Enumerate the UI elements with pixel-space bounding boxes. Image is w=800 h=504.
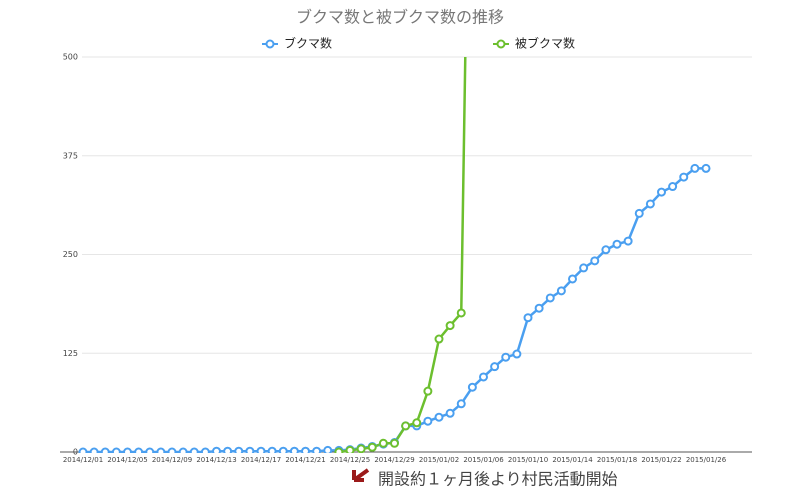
data-point [668,182,678,192]
data-point [301,446,310,453]
x-tick-label: 2014/12/09 [152,456,192,464]
data-point [501,352,511,362]
x-tick-label: 2015/01/22 [641,456,681,464]
data-point [445,408,455,418]
series-line [83,167,706,453]
data-point [590,256,600,266]
annotation: 開設約１ヶ月後より村民活動開始 [378,470,618,489]
data-point [111,447,121,453]
data-point [100,447,110,453]
data-point [390,438,399,448]
data-point [356,444,366,453]
data-point [423,416,433,426]
data-point [401,421,411,431]
x-tick-label: 2015/01/06 [463,456,504,464]
x-tick-label: 2014/12/21 [285,456,325,464]
x-tick-label: 2014/12/25 [330,456,370,464]
x-tick-label: 2014/12/13 [196,456,236,464]
data-point [245,446,255,453]
data-point [479,372,488,382]
x-tick-label: 2015/01/14 [552,456,593,464]
data-point [145,447,155,453]
data-point [289,446,299,453]
data-point [579,263,589,273]
annotation-arrow [352,468,370,482]
legend-marker [265,39,275,49]
plot-area [78,57,711,453]
data-point [423,386,433,396]
data-point [189,447,199,453]
data-point [89,447,99,453]
data-point [657,187,666,197]
data-point [267,446,277,453]
data-point [223,446,233,453]
data-point [612,239,622,249]
data-point [523,313,533,323]
chart-title: ブクマ数と被ブクマ数の推移 [296,8,504,27]
data-point [467,382,477,392]
x-tick-label: 2014/12/01 [63,456,103,464]
data-point [512,349,522,359]
data-point [412,418,422,428]
legend-label: 被ブクマ数 [515,36,575,51]
data-point [123,447,132,453]
series-line [338,57,467,453]
data-point [200,447,210,453]
y-tick-label: 125 [63,349,78,358]
data-point [367,442,377,452]
data-point [345,445,355,453]
data-point [134,447,144,453]
data-point [156,447,166,453]
data-point [334,447,344,453]
y-tick-label: 250 [63,250,78,259]
data-point [490,362,500,372]
y-tick-label: 500 [63,53,78,62]
y-tick-label: 375 [63,151,78,160]
data-point [312,446,322,453]
data-point [623,236,633,246]
data-point [434,412,444,422]
x-tick-label: 2015/01/26 [686,456,727,464]
data-point [645,199,655,209]
x-tick-label: 2014/12/17 [241,456,281,464]
data-point [378,438,388,448]
x-tick-label: 2014/12/29 [374,456,414,464]
data-point [456,399,466,409]
data-point [256,446,266,453]
x-tick-label: 2015/01/02 [419,456,459,464]
x-tick-label: 2015/01/10 [508,456,548,464]
legend-label: ブクマ数 [284,36,332,51]
data-point [234,446,244,453]
data-point [634,208,644,218]
data-point [278,446,288,453]
data-point [434,334,444,344]
x-tick-label: 2015/01/18 [597,456,637,464]
data-point [701,163,711,173]
data-point [690,163,700,173]
data-point [568,274,577,284]
data-point [445,321,455,331]
data-point [167,447,177,453]
data-point [556,286,566,296]
data-point [534,303,544,313]
data-point [78,447,88,453]
data-point [178,447,188,453]
data-point [323,445,333,453]
legend-marker [496,39,506,49]
x-tick-label: 2014/12/05 [107,456,147,464]
data-point [601,245,611,255]
data-point [679,172,689,182]
data-point [456,308,466,318]
data-point [212,446,221,453]
data-point [545,293,555,303]
